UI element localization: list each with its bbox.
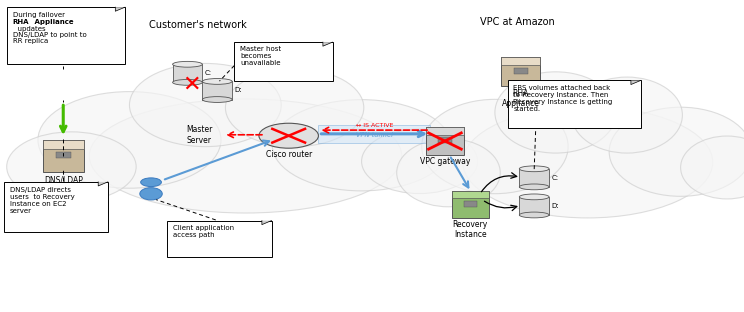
Polygon shape — [98, 182, 108, 186]
Text: Recovery
Instance: Recovery Instance — [452, 220, 488, 239]
Text: During failover: During failover — [13, 12, 67, 18]
Text: C:: C: — [551, 175, 559, 181]
Polygon shape — [115, 7, 125, 11]
Text: VPC at Amazon: VPC at Amazon — [480, 17, 554, 27]
FancyBboxPatch shape — [438, 137, 452, 143]
FancyBboxPatch shape — [514, 68, 527, 74]
Text: RHA
Appliance: RHA Appliance — [502, 89, 539, 108]
Text: VPC gateway: VPC gateway — [420, 157, 470, 166]
FancyBboxPatch shape — [167, 221, 272, 257]
Ellipse shape — [173, 61, 202, 67]
Text: Cisco router: Cisco router — [266, 150, 312, 159]
Ellipse shape — [519, 194, 549, 200]
FancyBboxPatch shape — [464, 201, 477, 207]
Ellipse shape — [609, 107, 744, 196]
Text: DNS/LDAP: DNS/LDAP — [44, 175, 83, 184]
FancyBboxPatch shape — [56, 152, 71, 158]
FancyBboxPatch shape — [202, 81, 232, 100]
Text: C:: C: — [205, 70, 212, 76]
Ellipse shape — [519, 166, 549, 172]
FancyBboxPatch shape — [43, 140, 84, 172]
Ellipse shape — [397, 139, 500, 207]
Ellipse shape — [463, 107, 713, 218]
Text: DNS/LDAP to point to: DNS/LDAP to point to — [13, 32, 86, 38]
FancyBboxPatch shape — [234, 42, 333, 81]
Ellipse shape — [571, 77, 682, 153]
Text: Appliance: Appliance — [32, 19, 74, 25]
Text: RR replica: RR replica — [13, 38, 48, 44]
Ellipse shape — [173, 80, 202, 85]
FancyBboxPatch shape — [7, 7, 125, 64]
Ellipse shape — [89, 99, 402, 213]
Text: ↔ IS ACTIVE: ↔ IS ACTIVE — [356, 123, 393, 128]
Ellipse shape — [422, 99, 568, 194]
Ellipse shape — [202, 97, 232, 102]
Circle shape — [141, 178, 161, 187]
Ellipse shape — [362, 129, 478, 193]
Text: D:: D: — [234, 87, 242, 94]
Ellipse shape — [38, 92, 221, 188]
Ellipse shape — [519, 184, 549, 190]
Polygon shape — [323, 42, 333, 46]
FancyBboxPatch shape — [43, 140, 84, 149]
Text: Customer's network: Customer's network — [149, 20, 246, 30]
Ellipse shape — [202, 79, 232, 84]
Ellipse shape — [519, 212, 549, 218]
Polygon shape — [631, 80, 641, 85]
Text: Master host
becomes
unavailable: Master host becomes unavailable — [240, 46, 281, 66]
FancyBboxPatch shape — [4, 182, 108, 232]
Ellipse shape — [225, 69, 364, 147]
Text: VPN tunnel: VPN tunnel — [356, 132, 393, 138]
Text: Master
Server: Master Server — [186, 125, 213, 145]
FancyBboxPatch shape — [426, 127, 464, 155]
FancyBboxPatch shape — [508, 80, 641, 128]
Polygon shape — [318, 125, 430, 143]
FancyBboxPatch shape — [173, 64, 202, 82]
Polygon shape — [262, 221, 272, 225]
FancyBboxPatch shape — [519, 197, 549, 215]
Ellipse shape — [495, 72, 616, 153]
Text: ✕: ✕ — [182, 74, 202, 94]
Ellipse shape — [7, 132, 136, 202]
Ellipse shape — [272, 100, 451, 191]
Ellipse shape — [129, 63, 281, 147]
FancyBboxPatch shape — [501, 57, 540, 86]
Circle shape — [259, 123, 318, 148]
Text: DNS/LDAP directs
users  to Recovery
Instance on EC2
server: DNS/LDAP directs users to Recovery Insta… — [10, 187, 74, 214]
Ellipse shape — [681, 136, 744, 199]
Text: Client application
access path: Client application access path — [173, 225, 234, 238]
Text: D:: D: — [551, 203, 559, 209]
FancyBboxPatch shape — [452, 191, 489, 218]
FancyBboxPatch shape — [452, 191, 489, 198]
FancyBboxPatch shape — [426, 127, 464, 135]
Text: EBS volumes attached back
to Recovery Instance. Then
Recovery Instance is gettin: EBS volumes attached back to Recovery In… — [513, 85, 612, 112]
Text: updates: updates — [13, 26, 45, 32]
FancyBboxPatch shape — [501, 57, 540, 66]
FancyBboxPatch shape — [519, 169, 549, 187]
Text: RHA: RHA — [13, 19, 29, 25]
Ellipse shape — [140, 188, 162, 200]
